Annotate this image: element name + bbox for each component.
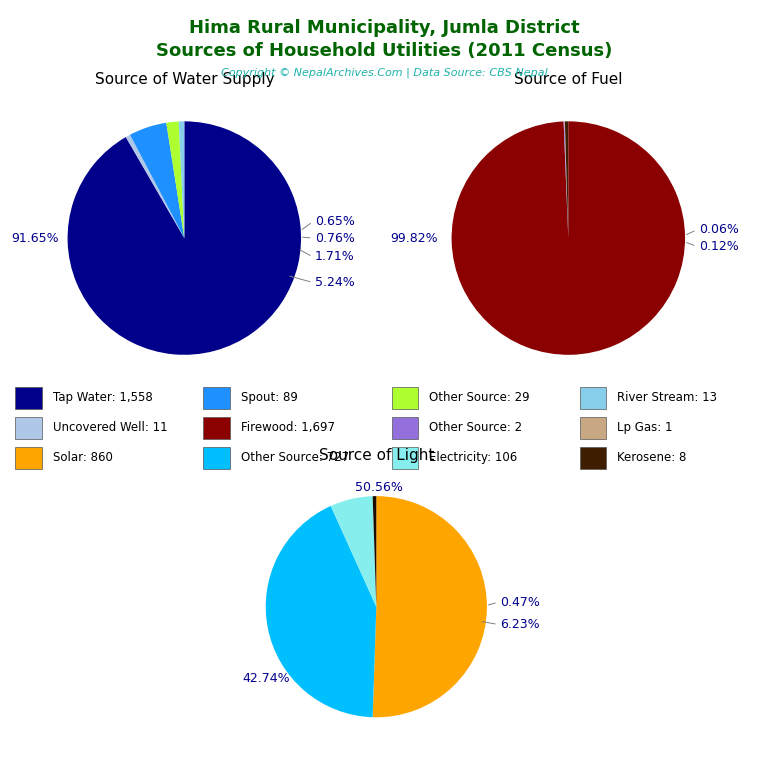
Bar [15,386,41,409]
Wedge shape [372,496,487,717]
Bar [204,386,230,409]
Wedge shape [452,121,685,355]
Text: Solar: 860: Solar: 860 [53,452,113,464]
Text: 0.65%: 0.65% [315,215,355,228]
Wedge shape [179,121,184,238]
Wedge shape [266,506,376,717]
Bar [204,417,230,439]
Text: 6.23%: 6.23% [500,618,540,631]
Title: Source of Light: Source of Light [319,449,434,463]
Title: Source of Water Supply: Source of Water Supply [94,72,274,87]
Text: Other Source: 29: Other Source: 29 [429,391,530,404]
Bar [580,447,606,468]
Text: Uncovered Well: 11: Uncovered Well: 11 [53,421,167,434]
Text: Kerosene: 8: Kerosene: 8 [617,452,687,464]
Text: Other Source: 727: Other Source: 727 [241,452,349,464]
Wedge shape [372,496,376,607]
Text: 50.56%: 50.56% [355,481,402,494]
Text: Sources of Household Utilities (2011 Census): Sources of Household Utilities (2011 Cen… [156,42,612,60]
Text: 0.12%: 0.12% [699,240,739,253]
Bar [392,386,418,409]
Text: Electricity: 106: Electricity: 106 [429,452,518,464]
Wedge shape [565,121,568,238]
Text: 5.24%: 5.24% [315,276,355,289]
Text: Copyright © NepalArchives.Com | Data Source: CBS Nepal: Copyright © NepalArchives.Com | Data Sou… [220,68,548,78]
Text: Tap Water: 1,558: Tap Water: 1,558 [53,391,153,404]
Bar [15,447,41,468]
Wedge shape [130,123,184,238]
Bar [392,447,418,468]
Wedge shape [564,121,568,238]
Text: Hima Rural Municipality, Jumla District: Hima Rural Municipality, Jumla District [189,19,579,37]
Text: River Stream: 13: River Stream: 13 [617,391,717,404]
Text: 0.47%: 0.47% [500,596,540,609]
Bar [15,417,41,439]
Wedge shape [331,496,376,607]
Bar [580,386,606,409]
Text: 0.76%: 0.76% [315,232,355,244]
Wedge shape [126,134,184,238]
Text: Spout: 89: Spout: 89 [241,391,298,404]
Text: 99.82%: 99.82% [390,232,438,244]
Bar [580,417,606,439]
Text: 0.06%: 0.06% [699,223,739,237]
Bar [392,417,418,439]
Text: 42.74%: 42.74% [242,672,290,685]
Wedge shape [564,121,568,238]
Text: 1.71%: 1.71% [315,250,355,263]
Wedge shape [166,121,184,238]
Text: Firewood: 1,697: Firewood: 1,697 [241,421,335,434]
Text: Lp Gas: 1: Lp Gas: 1 [617,421,673,434]
Title: Source of Fuel: Source of Fuel [514,72,623,87]
Text: Other Source: 2: Other Source: 2 [429,421,522,434]
Bar [204,447,230,468]
Text: 91.65%: 91.65% [11,232,58,244]
Wedge shape [68,121,301,355]
